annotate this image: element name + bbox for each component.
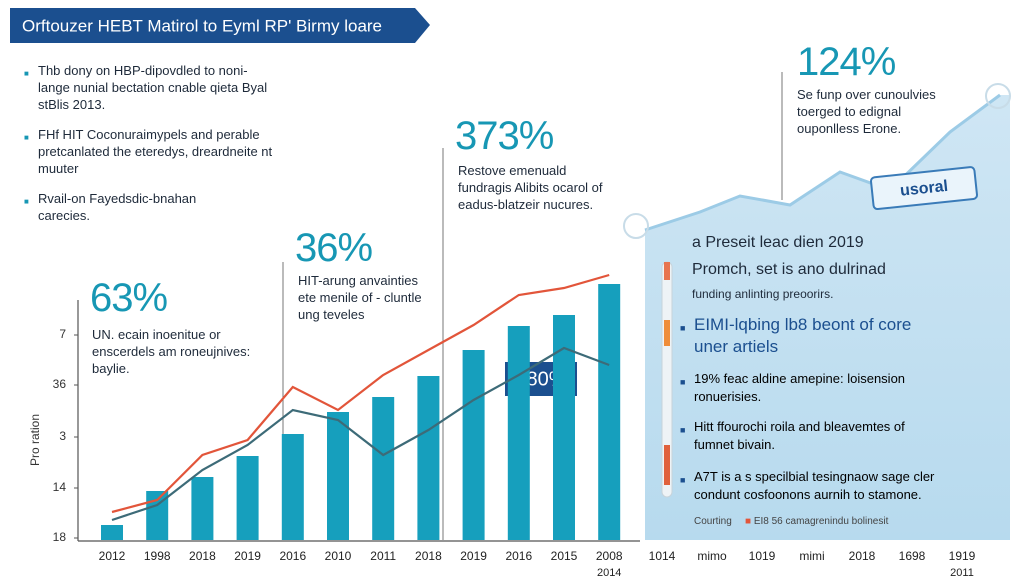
x-tick-label: 2016 (505, 549, 532, 563)
y-tick-label: 36 (53, 377, 67, 391)
bar (372, 397, 395, 540)
bar (191, 477, 214, 540)
line-series (111, 273, 610, 514)
chart-title: Orftouzer HEBT Matirol to Eyml RP' Birmy… (22, 16, 382, 35)
x-tick-label: mimi (799, 549, 824, 563)
badge: usoral (870, 166, 978, 211)
annotation-text: Restove emenuald fundragis Alibits ocaro… (458, 163, 603, 212)
badge-box (870, 166, 978, 211)
panel-heading: a Preseit leac dien 2019 (692, 234, 864, 251)
bar (553, 315, 575, 540)
panel-point: Hitt ffourochi roila and bleavemtes of f… (680, 418, 944, 454)
x-tick-label: 2018 (189, 549, 216, 563)
line-series (111, 346, 610, 522)
panel-footer-key: Courting (694, 516, 732, 527)
x-tick-label: 2008 (596, 549, 623, 563)
annotation-text: Se funp over cunoulvies toerged to edign… (797, 87, 936, 136)
annotation-value: 36% (295, 226, 373, 270)
bullet: FHf HIT Coconuraimypels and perable pret… (24, 126, 273, 177)
x-tick-label: 2019 (234, 549, 261, 563)
x-tick-label: 2016 (279, 549, 306, 563)
x-tick-label: 2011 (370, 549, 396, 563)
bar (327, 412, 349, 540)
badge-label: usoral (899, 178, 949, 200)
footer-swatch: ■ (745, 516, 754, 527)
panel-lead: Promch, set is ano dulrinad (692, 261, 886, 278)
bar (507, 326, 530, 540)
y-tick-label: 7 (59, 327, 66, 341)
annotation-text: UN. ecain inoenitue or enscerdels am ron… (92, 327, 251, 376)
x-tick-label: 2019 (460, 549, 487, 563)
annotation-value: 124% (797, 40, 896, 84)
bullet: Rvail-on Fayedsdic-bnahan carecies. (24, 190, 238, 224)
x-tick-label: 2018 (849, 549, 876, 563)
thermometer-seg (664, 320, 670, 346)
panel-sub: funding anlinting preoorirs. (692, 287, 834, 301)
y-axis-label: Pro ration (28, 414, 42, 466)
bar (236, 456, 259, 540)
x-tick-label: mimo (697, 549, 727, 563)
y-tick-label: 14 (53, 480, 67, 494)
bar (417, 376, 440, 540)
thermometer-seg (664, 445, 670, 485)
annotation-value: 63% (90, 276, 168, 320)
panel-point: A7T is a s specilbial tesingnaow sage cl… (680, 468, 984, 504)
bar (101, 525, 123, 540)
annotation-text: HIT-arung anvainties ete menile of - clu… (298, 273, 422, 322)
panel-footer-text: EI8 56 camagrenindu bolinesit (753, 516, 889, 527)
x-tick-label: 1919 (949, 549, 976, 563)
marker-ring (623, 213, 649, 239)
x-tick-label: 2015 (551, 549, 578, 563)
marker-ring (985, 83, 1011, 109)
x-tick-label: 1014 (649, 549, 676, 563)
bar (146, 491, 169, 540)
title-banner (10, 8, 430, 43)
bullet: Thb dony on HBP-dipovdled to noni-lange … (24, 62, 273, 113)
y-tick-label: 18 (53, 530, 67, 544)
panel-edge (644, 93, 1001, 232)
bar (598, 284, 621, 540)
x-tick-label: 1019 (749, 549, 776, 563)
x-sub-label: 2014 (597, 567, 621, 576)
panel-point: 19% feac aldine amepine: loisension ronu… (680, 370, 954, 406)
bar (462, 350, 485, 540)
y-tick-label: 3 (59, 429, 66, 443)
bar (281, 434, 304, 540)
panel-footer: ■ EI8 56 camagrenindu bolinesit (745, 516, 888, 527)
x-sub-label: 2011 (950, 567, 974, 576)
thermometer-seg (664, 262, 670, 280)
x-tick-label: 2018 (415, 549, 442, 563)
panel-point: EIMI-lqbing lb8 beont of core uner artie… (680, 314, 944, 358)
x-tick-label: 1998 (144, 549, 171, 563)
x-tick-label: 2010 (325, 549, 352, 563)
x-tick-label: 1698 (899, 549, 926, 563)
annotation-value: 373% (455, 114, 554, 158)
x-tick-label: 2012 (99, 549, 126, 563)
